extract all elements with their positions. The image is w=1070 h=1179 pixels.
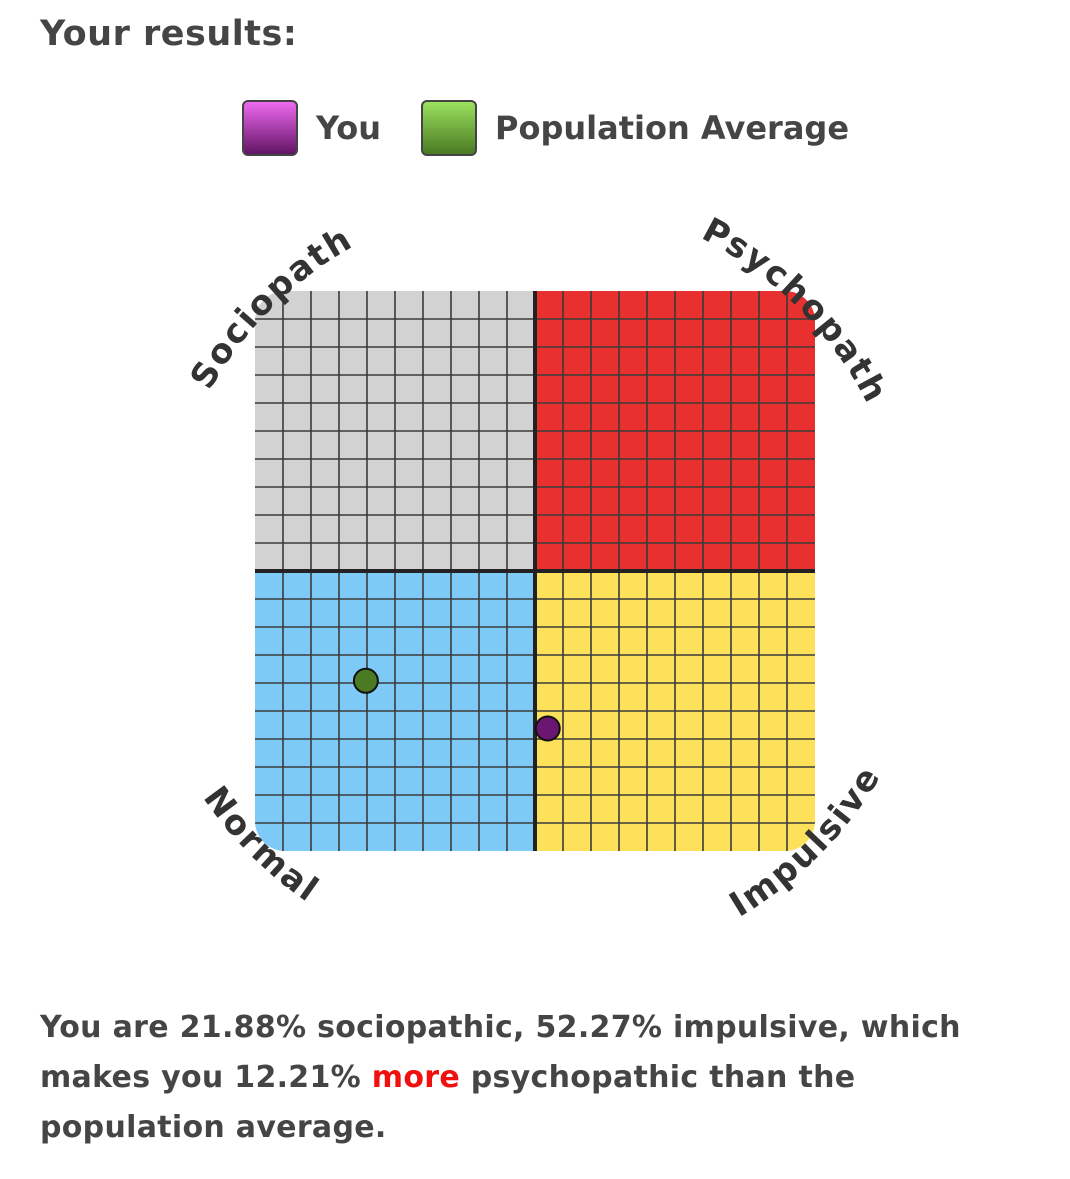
legend-label-you: You xyxy=(316,109,381,147)
legend-swatch-population-average xyxy=(421,100,477,156)
summary-text-2: psychopathic than the population average… xyxy=(40,1060,856,1145)
quadrant-chart: Sociopath Psychopath Normal Impulsive xyxy=(183,210,894,925)
legend-swatch-you xyxy=(242,100,298,156)
legend-item-population-average: Population Average xyxy=(421,100,849,156)
point-population-average xyxy=(352,667,379,694)
summary-text-1: You are 21.88% sociopathic, 52.27% impul… xyxy=(40,1010,961,1095)
legend-label-population-average: Population Average xyxy=(495,109,850,147)
legend-item-you: You xyxy=(242,100,381,156)
summary-highlight: more xyxy=(371,1060,460,1095)
results-summary: You are 21.88% sociopathic, 52.27% impul… xyxy=(40,1003,1000,1153)
point-you xyxy=(534,715,561,742)
chart-legend: You Population Average xyxy=(242,100,889,156)
results-heading: Your results: xyxy=(40,14,298,54)
